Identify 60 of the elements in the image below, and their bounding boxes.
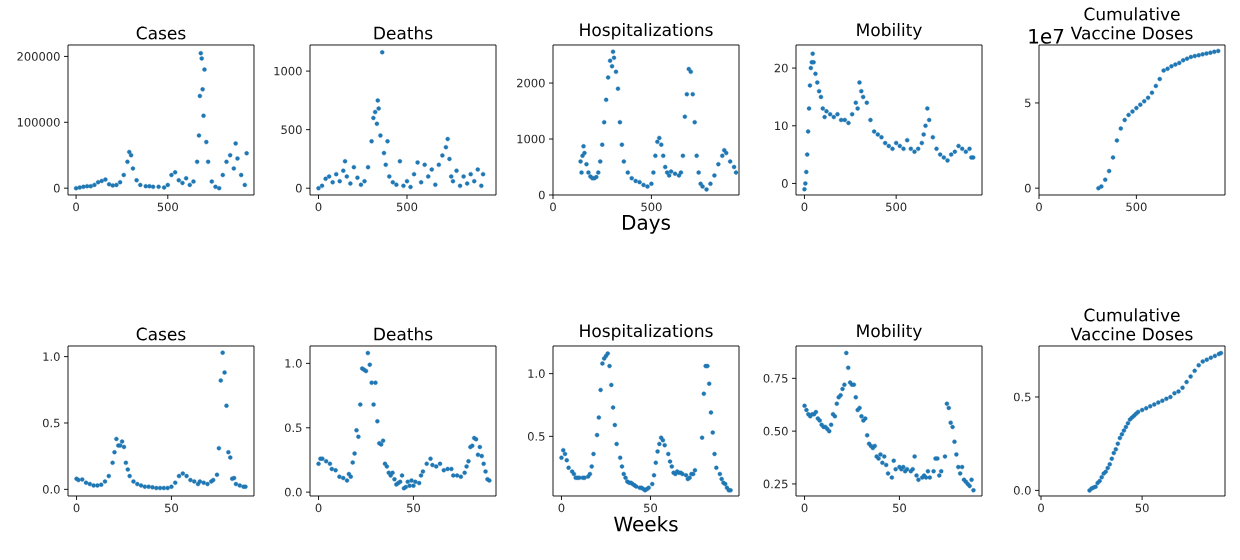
x-tick-label: 0 xyxy=(550,202,556,212)
x-tick-label: 0 xyxy=(315,202,322,212)
chart-title: Deaths xyxy=(374,26,433,40)
y-tick-label: 0 xyxy=(53,183,60,193)
y-tick-label: 0.75 xyxy=(763,373,788,383)
y-tick-label: 0 xyxy=(538,190,545,200)
x-tick-label: 0 xyxy=(801,202,808,212)
x-tick-label: 500 xyxy=(157,202,178,212)
y-tick-label: 0.5 xyxy=(284,423,302,433)
y-tick-label: 0.5 xyxy=(1013,392,1031,402)
x-tick-label: 500 xyxy=(1126,202,1147,212)
chart-title: Cases xyxy=(136,26,186,40)
x-tick-label: 50 xyxy=(893,503,906,513)
y-tick-label: 0.0 xyxy=(284,487,302,497)
text: 1e7 xyxy=(1029,28,1064,44)
y-tick-label: 1.0 xyxy=(43,352,60,361)
x-tick-label: 0 xyxy=(558,503,565,513)
x-tick-label: 50 xyxy=(1135,503,1149,513)
y-tick-label: 20 xyxy=(774,63,788,73)
y-tick-label: 0.50 xyxy=(763,426,788,436)
y-tick-label: 100000 xyxy=(17,117,60,127)
y-tick-label: 1000 xyxy=(274,66,302,76)
x-tick-label: 50 xyxy=(407,503,420,513)
x-axis-title: Weeks xyxy=(614,516,678,532)
chart-title: Deaths xyxy=(374,327,433,341)
x-tick-label: 0 xyxy=(73,503,80,513)
y-tick-label: 0 xyxy=(1024,183,1031,193)
chart-title: Hospitalizations xyxy=(580,324,713,341)
y-tick-label: 0.25 xyxy=(763,479,788,489)
chart-title: Cumulative Vaccine Doses xyxy=(1070,7,1193,40)
y-tick-label: 0.0 xyxy=(42,485,60,494)
y-tick-label: 1.0 xyxy=(285,359,302,368)
x-tick-label: 50 xyxy=(644,503,658,513)
chart-title: Cases xyxy=(136,327,186,341)
y-tick-label: 0 xyxy=(781,179,788,188)
y-tick-label: 1000 xyxy=(517,134,545,144)
x-tick-label: 500 xyxy=(641,202,662,212)
x-tick-label: 50 xyxy=(165,503,178,513)
chart-title: Cumulative Vaccine Doses xyxy=(1070,308,1193,341)
y-tick-label: 5 xyxy=(1025,98,1031,108)
x-tick-label: 0 xyxy=(73,202,79,212)
x-tick-label: 0 xyxy=(1036,202,1042,212)
y-tick-label: 10 xyxy=(775,121,788,131)
x-tick-label: 500 xyxy=(396,202,418,212)
chart-title: Mobility xyxy=(857,23,922,40)
x-tick-label: 0 xyxy=(315,503,322,513)
y-tick-label: 1.0 xyxy=(528,369,545,378)
x-tick-label: 500 xyxy=(886,202,907,212)
y-tick-label: 0 xyxy=(295,183,302,193)
y-tick-label: 2000 xyxy=(517,78,545,88)
chart-title: Hospitalizations xyxy=(580,23,713,40)
y-tick-label: 500 xyxy=(281,125,302,134)
y-tick-label: 0.5 xyxy=(527,432,545,441)
y-tick-label: 0.0 xyxy=(1013,486,1031,495)
y-tick-label: 0.5 xyxy=(42,418,60,428)
x-tick-label: 0 xyxy=(1038,503,1044,513)
x-tick-label: 0 xyxy=(801,503,808,513)
y-tick-label: 200000 xyxy=(17,52,60,61)
chart-title: Mobility xyxy=(857,324,922,341)
x-axis-title: Days xyxy=(623,215,670,234)
